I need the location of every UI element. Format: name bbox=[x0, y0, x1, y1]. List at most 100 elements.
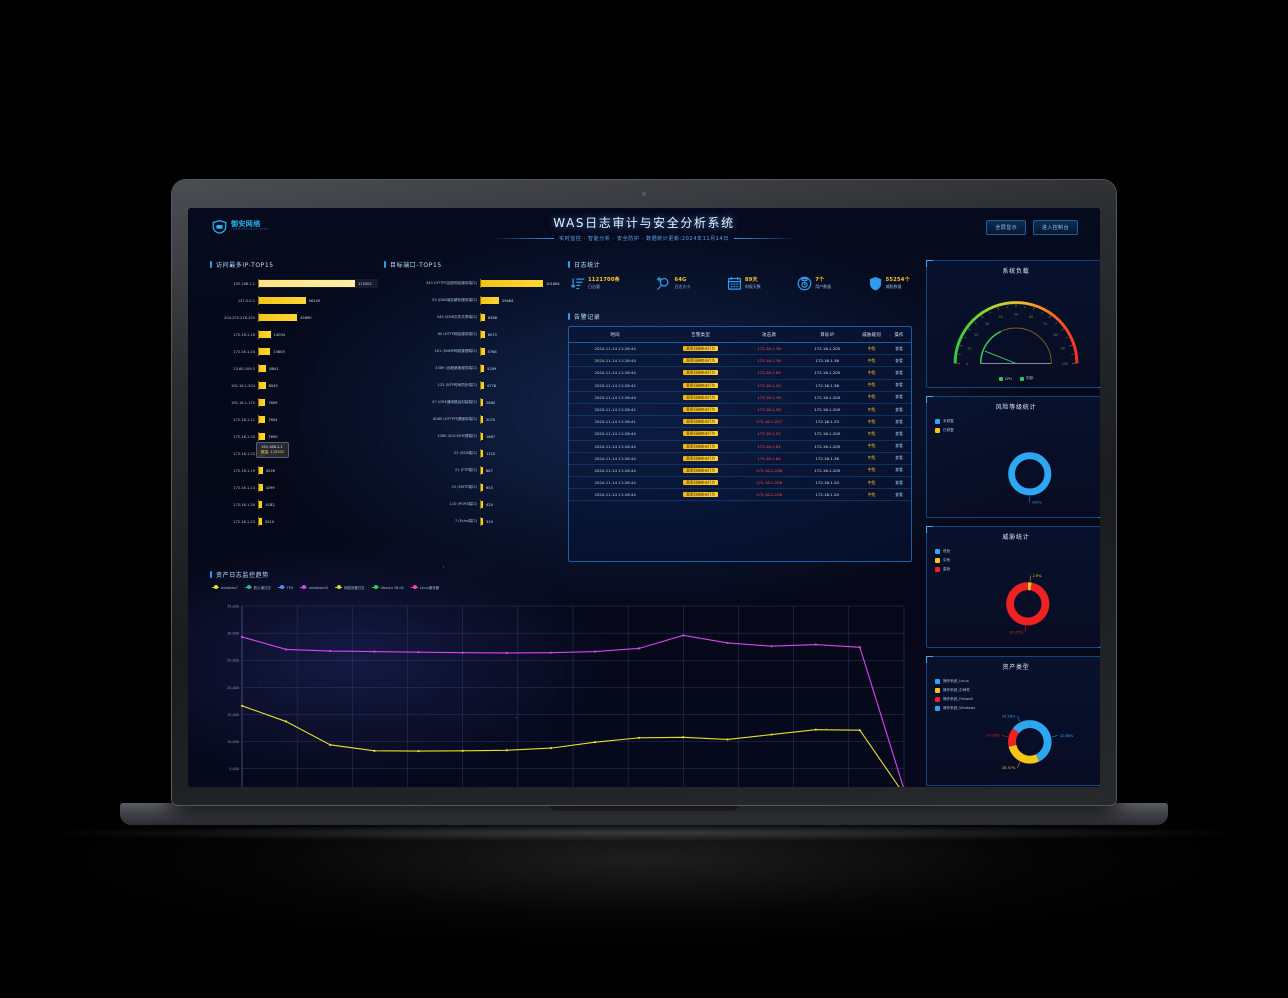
alert-cell-action[interactable]: 查看 bbox=[887, 342, 911, 356]
table-row[interactable]: 2024-11-14 11:26:44 恶意扫描攻击行为 172.16.1.36 17… bbox=[569, 391, 911, 404]
table-row[interactable]: 2024-11-14 11:26:44 恶意扫描攻击行为 172.16.1.52 17… bbox=[569, 427, 911, 441]
table-row[interactable]: 2024-11-14 11:26:44 恶意扫描攻击行为 172.16.1.206 1… bbox=[569, 464, 911, 478]
legend-item[interactable]: 操作系统_Firewall bbox=[935, 697, 975, 702]
bar-fill bbox=[481, 484, 483, 491]
bar-row[interactable]: 123 (NTP时间同步端口) 4778 bbox=[384, 377, 560, 394]
bar-row[interactable]: 21 (FTP端口) 887 bbox=[384, 462, 560, 479]
bar-row[interactable]: 172.16.1.33 7690 bbox=[210, 428, 378, 445]
legend-item[interactable]: 已修复 bbox=[935, 428, 954, 433]
bar-row[interactable]: 192.168.1.1 115502 bbox=[210, 275, 378, 292]
bar-row[interactable]: 192.16.1.175 7609 bbox=[210, 394, 378, 411]
alert-cell-time: 2024-11-14 11:26:44 bbox=[569, 427, 662, 441]
bar-track: 4299 bbox=[258, 483, 378, 492]
legend-item[interactable]: 防火墙日志 bbox=[244, 585, 271, 590]
bar-row[interactable]: 53 (DNS域名解析服务端口) 29484 bbox=[384, 292, 560, 309]
bar-row[interactable]: 8080 (HTTP代理服务端口) 2070 bbox=[384, 411, 560, 428]
alert-cell-action[interactable]: 查看 bbox=[887, 366, 911, 380]
bar-category-label: 445 (SMB文件共享端口) bbox=[436, 315, 477, 319]
legend-item[interactable]: 中危 bbox=[935, 558, 950, 563]
bar-row[interactable]: 110 (POP3端口) 420 bbox=[384, 496, 560, 513]
bar-row[interactable]: 3389 (远程桌面服务端口) 5209 bbox=[384, 360, 560, 377]
bar-row[interactable]: 172.16.1.20 13605 bbox=[210, 343, 378, 360]
alert-cell-action[interactable]: 查看 bbox=[887, 415, 911, 429]
table-row[interactable]: 2024-11-14 11:26:44 恶意扫描攻击行为 172.16.1.61 17… bbox=[569, 440, 911, 453]
card-title-system-load: 系统负载 bbox=[1002, 268, 1030, 275]
bar-row[interactable]: 172.16.1.30 4182 bbox=[210, 496, 378, 513]
fullscreen-button[interactable]: 全屏显示 bbox=[986, 220, 1026, 235]
legend-item[interactable]: 网络设备日志 bbox=[335, 585, 365, 590]
enter-console-button[interactable]: 进入控制台 bbox=[1032, 220, 1078, 235]
table-row[interactable]: 2024-11-14 11:26:41 恶意扫描攻击行为 172.16.1.207 1… bbox=[569, 415, 911, 429]
bar-row[interactable]: 127.0.0.1 56149 bbox=[210, 292, 378, 309]
user-clock-icon bbox=[797, 276, 812, 291]
alert-cell-action[interactable]: 查看 bbox=[887, 476, 911, 490]
bar-row[interactable]: 172.16.1.11 7604 bbox=[210, 411, 378, 428]
bar-category-label: 127.0.0.1 bbox=[237, 298, 255, 303]
legend-item[interactable]: Linux服务器 bbox=[410, 585, 439, 590]
table-row[interactable]: 2024-11-14 11:26:42 恶意扫描攻击行为 172.16.1.38 17… bbox=[569, 403, 911, 417]
table-row[interactable]: 2024-11-14 11:26:42 恶意扫描攻击行为 172.16.1.45 17… bbox=[569, 379, 911, 392]
legend-item[interactable]: windows10 bbox=[300, 585, 328, 590]
bar-row[interactable]: 22 (SSH端口) 1110 bbox=[384, 445, 560, 462]
bar-track: 29484 bbox=[480, 296, 560, 305]
bar-row[interactable]: 172.16.1.19 4526 bbox=[210, 462, 378, 479]
bar-row[interactable]: 445 (SMB文件共享端口) 6388 bbox=[384, 309, 560, 326]
legend-item[interactable]: 操作系统_Linux bbox=[935, 679, 975, 684]
legend-item[interactable]: 未修复 bbox=[935, 419, 954, 424]
bar-row[interactable]: 23.60.109.2 8841 bbox=[210, 360, 378, 377]
gauge-legend-item: 内存 bbox=[1020, 376, 1033, 381]
table-row[interactable]: 2024-11-14 11:26:44 恶意扫描攻击行为 172.16.1.36 17… bbox=[569, 354, 911, 368]
legend-label: 已修复 bbox=[943, 428, 954, 432]
table-row[interactable]: 2024-11-14 11:26:44 恶意扫描攻击行为 172.16.1.206 1… bbox=[569, 488, 911, 502]
bar-row[interactable]: 161 (SNMP网络管理端口) 5768 bbox=[384, 343, 560, 360]
alert-cell-source: 172.16.1.61 bbox=[740, 452, 799, 465]
table-row[interactable]: 2024-11-14 11:26:44 恶意扫描攻击行为 172.16.1.36 17… bbox=[569, 342, 911, 356]
alert-table-container[interactable]: 时间 告警类型 攻击源 目标IP 威胁级别 操作 2024-11-14 11:26:44 恶… bbox=[568, 326, 912, 562]
legend-item[interactable]: 高危 bbox=[935, 567, 950, 572]
alert-type-badge: 恶意扫描攻击行为 bbox=[683, 407, 719, 413]
bar-row[interactable]: 172.16.1.226683 bbox=[210, 445, 378, 462]
table-row[interactable]: 2024-11-14 11:26:44 恶意扫描攻击行为 172.16.1.61 17… bbox=[569, 452, 911, 465]
alert-cell-action[interactable]: 查看 bbox=[887, 391, 911, 404]
alert-cell-action[interactable]: 查看 bbox=[887, 427, 911, 441]
bar-value-label: 420 bbox=[486, 502, 493, 507]
bar-fill bbox=[259, 297, 306, 304]
bar-row[interactable]: 25 (SMTP端口) 653 bbox=[384, 479, 560, 496]
alert-type-badge: 恶意扫描攻击行为 bbox=[683, 358, 719, 364]
stat-value: 89天 bbox=[744, 277, 758, 284]
alert-cell-action[interactable]: 查看 bbox=[887, 464, 911, 478]
bar-row[interactable]: 172.16.1.13 4299 bbox=[210, 479, 378, 496]
alert-cell-level: 中危 bbox=[856, 452, 888, 465]
legend-item[interactable]: 操作系统_中间件 bbox=[935, 688, 975, 693]
bar-fill bbox=[259, 484, 263, 491]
bar-row[interactable]: 172.16.1.23 3510 bbox=[210, 513, 378, 530]
alert-cell-action[interactable]: 查看 bbox=[887, 379, 911, 392]
legend-label: 操作系统_Firewall bbox=[943, 697, 973, 701]
alert-type-badge: 恶意扫描攻击行为 bbox=[683, 455, 719, 461]
alert-cell-action[interactable]: 查看 bbox=[887, 452, 911, 465]
bar-row[interactable]: 7 (Echo端口) 310 bbox=[384, 513, 560, 530]
bar-row[interactable]: 443 (HTTPS加密网站服务端口) 101864 bbox=[384, 275, 560, 292]
alert-cell-type: 恶意扫描攻击行为 bbox=[661, 476, 740, 490]
legend-item[interactable]: TPX bbox=[277, 585, 293, 590]
bar-row[interactable]: 1080 (SOCKS代理端口) 1667 bbox=[384, 428, 560, 445]
bar-row[interactable]: 172.16.1.18 14034 bbox=[210, 326, 378, 343]
table-row[interactable]: 2024-11-14 11:26:44 恶意扫描攻击行为 172.16.1.206 1… bbox=[569, 476, 911, 490]
alert-cell-action[interactable]: 查看 bbox=[887, 403, 911, 417]
bar-row[interactable]: 204.255.216.255 45890 bbox=[210, 309, 378, 326]
trend-plot: 05,00010,00015,00020,00025,00030,00035,0… bbox=[212, 600, 910, 787]
table-row[interactable]: 2024-11-14 11:26:44 恶意扫描攻击行为 172.16.1.65 17… bbox=[569, 366, 911, 380]
alert-cell-action[interactable]: 查看 bbox=[887, 354, 911, 368]
legend-item[interactable]: Ubuntu 18.04 bbox=[371, 585, 404, 590]
legend-item[interactable]: 低危 bbox=[935, 549, 950, 554]
alert-cell-action[interactable]: 查看 bbox=[887, 440, 911, 453]
alert-cell-action[interactable]: 查看 bbox=[887, 488, 911, 502]
legend-item[interactable]: windows7 bbox=[212, 585, 238, 590]
legend-item[interactable]: 操作系统_Windows bbox=[935, 706, 975, 711]
bar-row[interactable]: 192.16.1.204 8045 bbox=[210, 377, 378, 394]
alert-cell-source: 172.16.1.206 bbox=[740, 476, 799, 490]
bar-row[interactable]: 80 (HTTP网站服务端口) 6070 bbox=[384, 326, 560, 343]
bar-track: 653 bbox=[480, 483, 560, 492]
bar-row[interactable]: 47 (GRE通用路由封装端口) 2680 bbox=[384, 394, 560, 411]
bar-track: 7604 bbox=[258, 415, 378, 424]
